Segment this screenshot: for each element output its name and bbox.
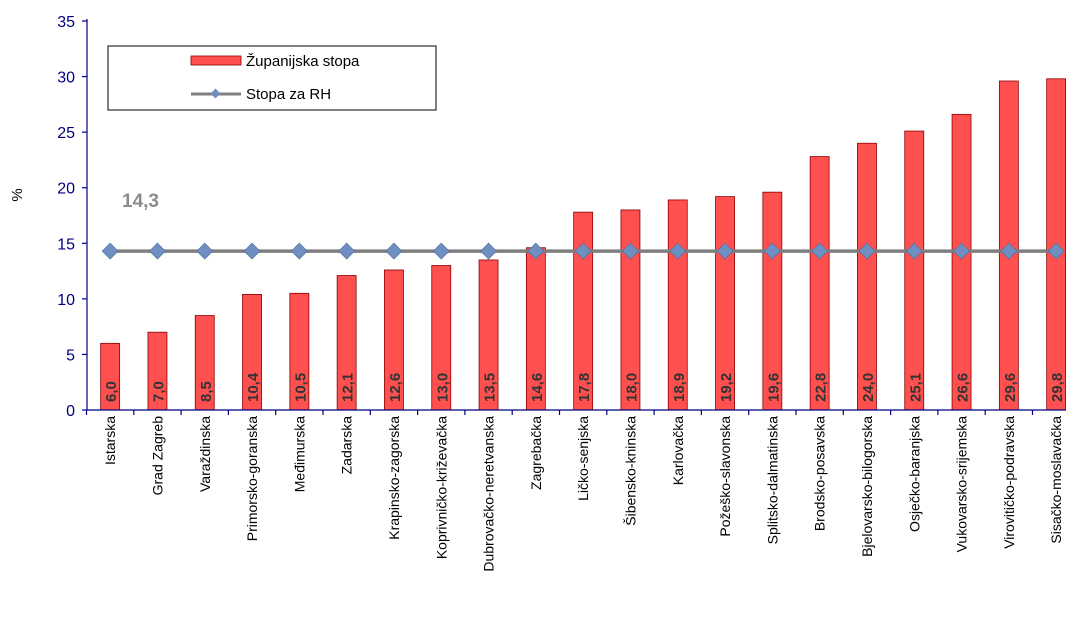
labels-layer: Istarska Grad Zagreb Varaždinska Primorsko-…	[102, 372, 1066, 571]
data-label-1: 6,0	[103, 381, 120, 402]
y-tick-label-7: 35	[57, 14, 75, 31]
legend-bar-swatch	[190, 55, 242, 66]
legend-box	[107, 45, 437, 111]
category-label-5: Međimurska	[291, 416, 307, 492]
category-label-4: Primorsko-goranska	[244, 416, 260, 541]
category-label-19: Vukovarsko-srijemska	[954, 416, 970, 553]
legend-line-marker	[210, 88, 221, 99]
reference-marker-20	[1000, 242, 1018, 260]
data-label-6: 12,1	[340, 373, 357, 402]
category-label-20: Virovitičko-podravska	[1001, 416, 1017, 549]
reference-marker-12	[622, 242, 639, 260]
data-label-3: 8,5	[198, 381, 215, 402]
reference-marker-10	[527, 242, 545, 260]
y-tick-label-1: 5	[66, 347, 75, 364]
category-label-21: Sisačko-moslavačka	[1048, 416, 1064, 544]
reference-marker-21	[1047, 242, 1065, 260]
category-label-6: Zadarska	[339, 416, 355, 475]
data-label-8: 13,0	[434, 373, 451, 402]
data-label-12: 18,0	[623, 373, 640, 402]
reference-marker-16	[811, 242, 829, 260]
legend: Županijska stopa Stopa za RH	[107, 45, 437, 111]
category-label-9: Dubrovačko-neretvanska	[481, 416, 497, 572]
bar-19	[951, 113, 972, 411]
category-label-13: Karlovačka	[670, 416, 686, 485]
reference-marker-13	[669, 242, 687, 260]
y-tick-label-2: 10	[57, 292, 75, 309]
reference-marker-2	[149, 242, 166, 260]
data-label-18: 25,1	[907, 373, 924, 402]
data-label-4: 10,4	[245, 372, 262, 402]
y-tick-label-5: 25	[57, 125, 75, 142]
data-label-16: 22,8	[813, 373, 830, 402]
category-label-14: Požeško-slavonska	[717, 416, 733, 537]
y-tick-label-6: 30	[57, 70, 75, 87]
bar-16	[809, 156, 830, 411]
data-label-20: 29,6	[1002, 373, 1019, 402]
category-label-3: Varaždinska	[197, 416, 213, 492]
category-label-8: Koprivničko-križevačka	[433, 416, 449, 559]
axes-layer: 0 5 10 15 20 25 30 35	[57, 14, 1066, 420]
data-label-21: 29,8	[1049, 373, 1066, 402]
data-label-10: 14,6	[529, 373, 546, 402]
reference-marker-17	[858, 242, 876, 260]
reference-marker-6	[338, 242, 356, 260]
category-label-12: Šibensko-kninska	[622, 416, 638, 526]
category-label-18: Osječko-baranjska	[906, 416, 922, 532]
data-label-19: 26,6	[955, 373, 972, 402]
reference-marker-11	[574, 242, 592, 260]
reference-marker-14	[716, 242, 734, 260]
category-label-11: Ličko-senjska	[575, 416, 591, 501]
bar-18	[904, 130, 925, 411]
data-label-7: 12,6	[387, 373, 404, 402]
y-tick-label-3: 15	[57, 236, 75, 253]
data-label-2: 7,0	[150, 381, 167, 402]
reference-marker-7	[385, 242, 403, 260]
line-layer	[101, 242, 1065, 260]
reference-marker-5	[290, 242, 308, 260]
category-label-10: Zagrebačka	[528, 416, 544, 490]
category-label-17: Bjelovarsko-bilogorska	[859, 416, 875, 557]
legend-line-label: Stopa za RH	[246, 86, 331, 103]
y-axis-label: %	[9, 188, 26, 201]
category-label-2: Grad Zagreb	[149, 416, 165, 496]
reference-marker-18	[905, 242, 923, 260]
reference-marker-3	[196, 242, 214, 260]
y-tick-label-0: 0	[66, 403, 75, 420]
data-label-5: 10,5	[292, 373, 309, 402]
reference-marker-15	[763, 242, 781, 260]
category-label-1: Istarska	[102, 416, 118, 465]
y-tick-label-4: 20	[57, 181, 75, 198]
category-label-16: Brodsko-posavska	[812, 416, 828, 531]
reference-marker-4	[243, 242, 261, 260]
data-label-14: 19,2	[718, 373, 735, 402]
category-label-15: Splitsko-dalmatinska	[764, 416, 780, 545]
reference-marker-1	[101, 242, 119, 260]
data-label-9: 13,5	[482, 373, 499, 402]
data-label-15: 19,6	[765, 373, 782, 402]
data-label-17: 24,0	[860, 373, 877, 402]
reference-marker-19	[953, 242, 970, 260]
legend-bar-label: Županijska stopa	[246, 53, 360, 70]
category-label-7: Krapinsko-zagorska	[386, 416, 402, 540]
bar-17	[857, 142, 877, 411]
data-label-11: 17,8	[576, 373, 593, 402]
reference-marker-9	[480, 242, 497, 260]
data-label-13: 18,9	[671, 373, 688, 402]
reference-marker-8	[432, 242, 450, 260]
reference-annotation: 14,3	[122, 191, 159, 212]
